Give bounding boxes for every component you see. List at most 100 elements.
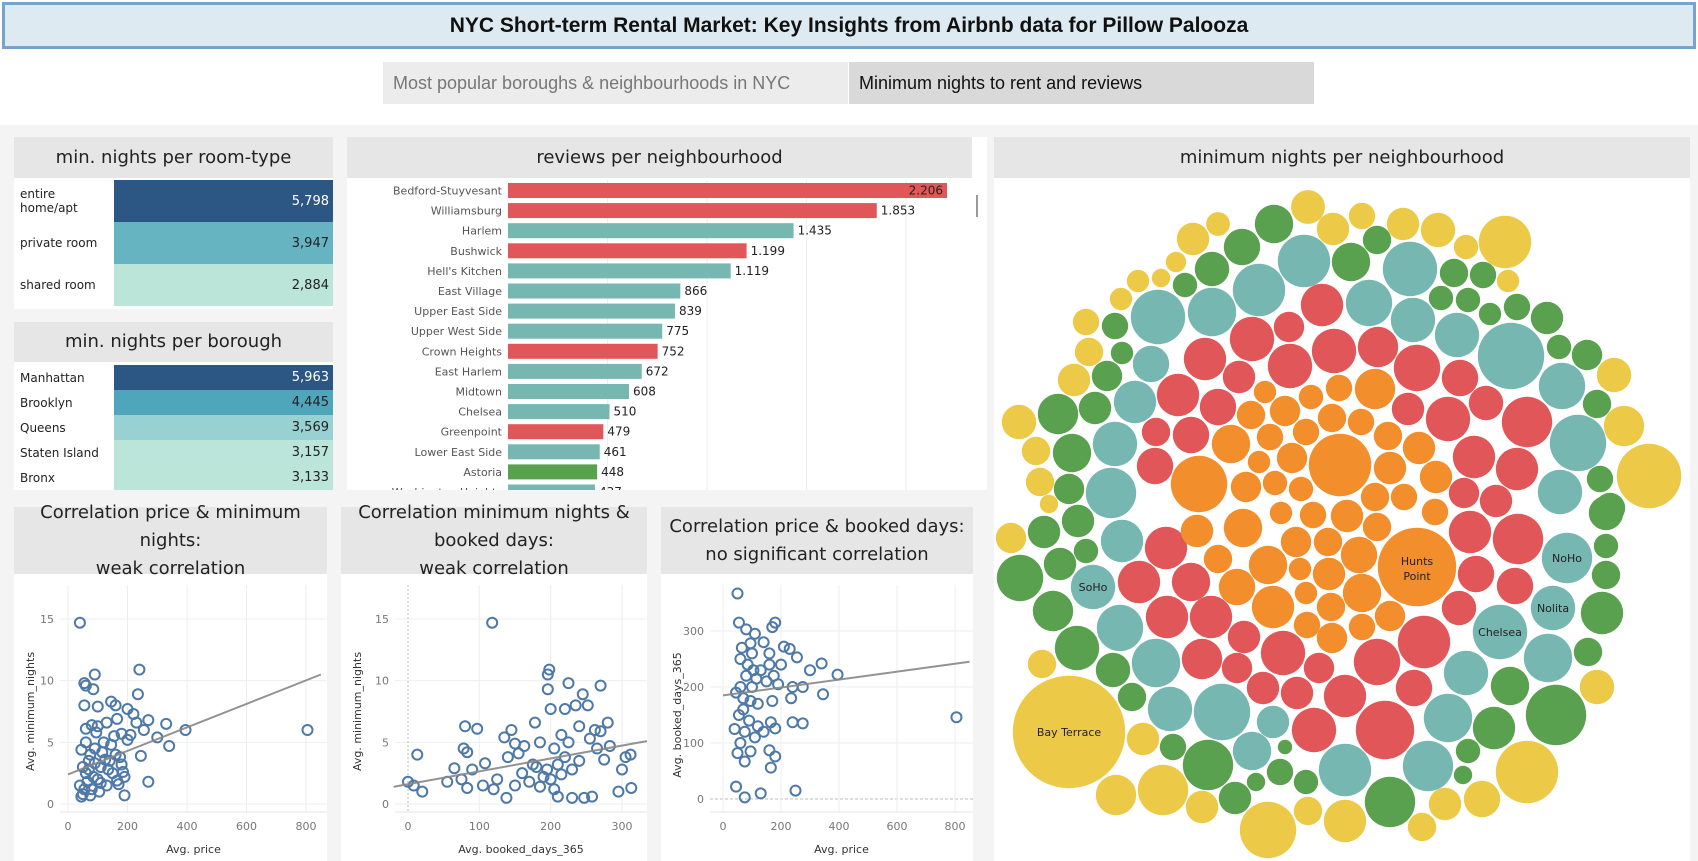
bubble[interactable] <box>1503 293 1531 321</box>
bubble[interactable] <box>1546 334 1572 360</box>
bubble[interactable] <box>1072 308 1100 336</box>
borough-row[interactable]: Queens 3,569 <box>14 415 333 440</box>
bubble[interactable] <box>1538 362 1586 410</box>
bubble[interactable] <box>1448 477 1480 509</box>
bubble[interactable] <box>1423 693 1473 743</box>
borough-row[interactable]: Staten Island 3,157 <box>14 440 333 465</box>
bubble[interactable] <box>1523 633 1573 683</box>
bubble[interactable] <box>1096 604 1144 652</box>
bubble[interactable] <box>1492 513 1544 565</box>
bubble[interactable] <box>1176 222 1210 256</box>
bubble[interactable] <box>1355 700 1415 760</box>
bubble[interactable] <box>1391 392 1425 426</box>
bubble[interactable] <box>1095 652 1131 688</box>
bubble[interactable] <box>1293 611 1321 639</box>
bubble[interactable] <box>1193 683 1251 741</box>
bubble[interactable] <box>1443 650 1489 696</box>
bubble[interactable] <box>1469 261 1497 289</box>
bubble[interactable] <box>1353 638 1401 686</box>
bubble[interactable] <box>1288 557 1312 581</box>
bubble[interactable] <box>1596 357 1632 393</box>
bubble[interactable] <box>1057 363 1091 397</box>
bubble[interactable] <box>1254 204 1294 244</box>
bubble[interactable] <box>1260 630 1306 676</box>
bubble[interactable] <box>1364 776 1416 828</box>
bubble[interactable] <box>1348 613 1376 641</box>
borough-row[interactable]: Manhattan 5,963 <box>14 365 333 390</box>
bubble[interactable] <box>1588 495 1624 531</box>
bubble[interactable] <box>1211 424 1251 464</box>
bubble[interactable] <box>1126 269 1150 293</box>
bubble[interactable] <box>1269 501 1293 525</box>
bubble[interactable] <box>1141 417 1171 447</box>
bubble[interactable] <box>1386 207 1420 241</box>
bubble[interactable] <box>1256 705 1290 739</box>
bubble[interactable] <box>1495 740 1559 804</box>
bubble[interactable] <box>1236 400 1266 430</box>
bubble[interactable] <box>1428 787 1462 821</box>
bubble[interactable] <box>1573 637 1603 667</box>
bubble[interactable] <box>1390 297 1436 343</box>
bubble[interactable] <box>1159 733 1187 761</box>
bubble[interactable] <box>1248 545 1288 585</box>
bubble[interactable] <box>1126 722 1160 756</box>
bubble[interactable] <box>1496 567 1534 605</box>
bubble[interactable] <box>1117 682 1147 712</box>
bubble[interactable] <box>1061 504 1095 538</box>
bubble[interactable] <box>1448 510 1492 554</box>
bubble[interactable] <box>1477 322 1545 390</box>
bubble[interactable] <box>1165 251 1187 273</box>
borough-row[interactable]: Brooklyn 4,445 <box>14 390 333 415</box>
bubble[interactable] <box>1199 388 1237 426</box>
bubble[interactable] <box>1347 408 1375 436</box>
bubble[interactable] <box>1453 234 1479 260</box>
bubble[interactable] <box>1434 312 1480 358</box>
bubble[interactable] <box>1032 590 1074 632</box>
bubble[interactable] <box>1419 460 1453 494</box>
bubble[interactable] <box>1277 739 1293 755</box>
bubble[interactable] <box>1187 287 1237 337</box>
bubble[interactable] <box>1537 469 1583 515</box>
bubble[interactable] <box>1132 345 1170 383</box>
bubble[interactable] <box>1402 431 1436 465</box>
bubble[interactable] <box>1222 360 1256 394</box>
bubble[interactable] <box>1316 592 1346 622</box>
bubble[interactable] <box>1239 801 1297 859</box>
bubble[interactable] <box>1113 380 1157 424</box>
bubble[interactable] <box>1362 225 1392 255</box>
bubble[interactable] <box>1453 765 1473 785</box>
bubble[interactable] <box>1299 501 1327 529</box>
bubble[interactable] <box>1395 669 1433 707</box>
bubble[interactable] <box>1323 674 1367 718</box>
bubble[interactable] <box>1402 740 1454 792</box>
bubble[interactable] <box>1300 283 1344 327</box>
bubble[interactable] <box>1331 242 1371 282</box>
bubble[interactable] <box>1027 515 1061 549</box>
bubble[interactable] <box>1253 380 1277 404</box>
scrollbar-thumb[interactable] <box>976 195 978 217</box>
bubble[interactable] <box>1247 450 1271 474</box>
bubble[interactable] <box>1194 251 1230 287</box>
bubble[interactable] <box>1490 666 1530 706</box>
bubble[interactable] <box>1137 764 1189 816</box>
bubble[interactable] <box>1085 467 1137 519</box>
bubble[interactable] <box>1373 451 1407 485</box>
bubble[interactable] <box>1479 484 1513 518</box>
room_type-row[interactable]: entire home/apt 5,798 <box>14 180 333 222</box>
bubble[interactable] <box>1095 774 1137 816</box>
bubble[interactable] <box>1131 638 1181 688</box>
bubble[interactable] <box>1579 669 1615 705</box>
bubble[interactable] <box>1580 591 1624 635</box>
bubble[interactable] <box>1393 344 1441 392</box>
bubble[interactable] <box>1496 269 1520 293</box>
bubble[interactable] <box>1277 234 1331 288</box>
bubble[interactable] <box>1439 258 1469 288</box>
bubble[interactable] <box>1078 391 1112 425</box>
bubble[interactable] <box>1156 373 1200 417</box>
bubble[interactable] <box>1027 649 1057 679</box>
bubble[interactable] <box>1463 780 1501 818</box>
bubble[interactable] <box>1616 443 1682 509</box>
bubble[interactable] <box>1374 600 1406 632</box>
bubble[interactable] <box>1293 769 1319 795</box>
bubble[interactable] <box>1323 799 1367 843</box>
